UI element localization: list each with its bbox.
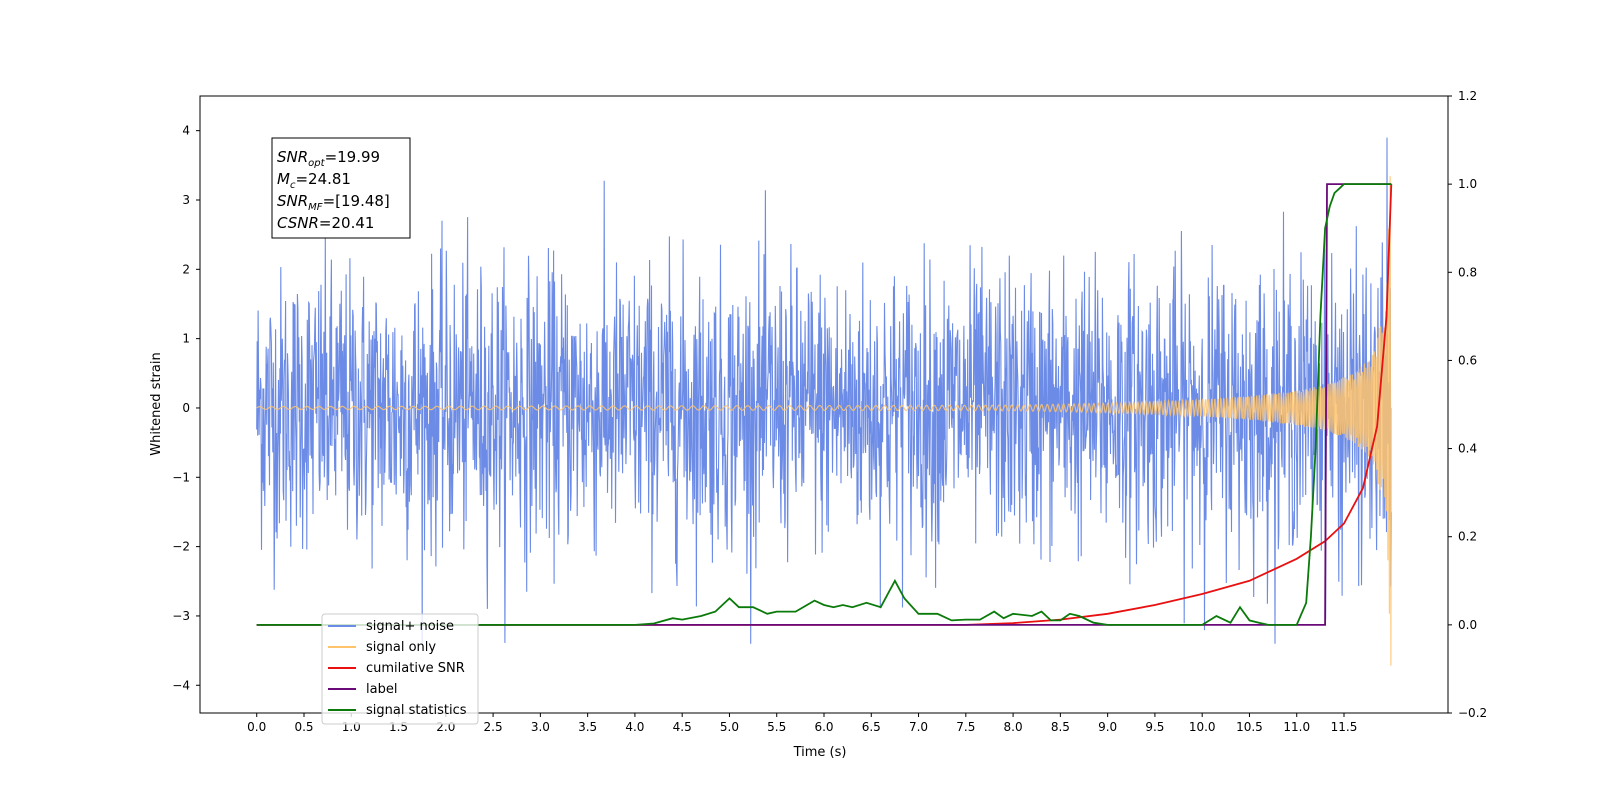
axes: 0.0 0.5 1.0 1.5 2.0 2.5 3.0 3.5 4.0 4.5 5.0 5.5 6.0 6… — [172, 89, 1487, 734]
series-signal-statistics — [256, 183, 1392, 626]
y2-tick-label: 0.8 — [1458, 265, 1477, 279]
x-tick-label: 10.0 — [1189, 720, 1216, 734]
y-tick-label: −2 — [172, 540, 190, 554]
x-tick-label: 7.5 — [956, 720, 975, 734]
y2-tick-label: 0.0 — [1458, 618, 1477, 632]
y2-tick-label: 0.2 — [1458, 530, 1477, 544]
x-tick-label: 9.0 — [1098, 720, 1117, 734]
x-tick-label: 5.5 — [767, 720, 786, 734]
annotation-line: CSNR=20.41 — [277, 214, 374, 232]
annotation-line: SNRopt=19.99 — [277, 148, 380, 169]
series-signal-only — [256, 176, 1392, 666]
x-tick-label: 0.0 — [247, 720, 266, 734]
x-tick-label: 4.5 — [673, 720, 692, 734]
x-tick-label: 0.5 — [294, 720, 313, 734]
x-axis-label: Time (s) — [793, 745, 847, 760]
y-tick-label: −4 — [172, 678, 190, 692]
series-signal-noise — [256, 137, 1392, 644]
legend-label: signal only — [366, 640, 436, 655]
y-tick-label: 1 — [182, 332, 190, 346]
y-tick-label: 3 — [182, 193, 190, 207]
stats-annotation-box: SNRopt=19.99Mc=24.81SNRMF=[19.48]CSNR=20… — [271, 137, 411, 239]
x-tick-label: 6.5 — [862, 720, 881, 734]
x-tick-label: 11.0 — [1283, 720, 1310, 734]
x-tick-label: 3.0 — [531, 720, 550, 734]
y2-tick-label: 0.4 — [1458, 442, 1477, 456]
y2-tick-label: 0.6 — [1458, 353, 1477, 367]
x-tick-label: 7.0 — [909, 720, 928, 734]
annotation-line: SNRMF=[19.48] — [277, 192, 390, 213]
x-tick-label: 8.0 — [1004, 720, 1023, 734]
y-axis-label: Whitened strain — [149, 352, 164, 455]
annotation-line: Mc=24.81 — [277, 170, 351, 191]
x-tick-label: 8.5 — [1051, 720, 1070, 734]
plot-area — [256, 137, 1393, 666]
x-tick-label: 11.5 — [1331, 720, 1358, 734]
x-tick-label: 5.0 — [720, 720, 739, 734]
y-tick-label: −3 — [172, 609, 190, 623]
x-tick-label: 9.5 — [1145, 720, 1164, 734]
legend-label: signal statistics — [366, 703, 467, 718]
legend: signal+ noise signal only cumilative SNR la… — [321, 613, 479, 725]
y-tick-label: 4 — [182, 124, 190, 138]
y-tick-label: 2 — [182, 262, 190, 276]
x-tick-label: 3.5 — [578, 720, 597, 734]
y-tick-label: 0 — [182, 401, 190, 415]
y-tick-label: −1 — [172, 470, 190, 484]
y2-tick-label: −0.2 — [1458, 706, 1487, 720]
x-tick-label: 6.0 — [814, 720, 833, 734]
x-tick-label: 4.0 — [625, 720, 644, 734]
y2-tick-label: 1.2 — [1458, 89, 1477, 103]
series-cumilative-snr — [256, 184, 1393, 626]
y2-tick-label: 1.0 — [1458, 177, 1477, 191]
x-tick-label: 2.5 — [484, 720, 503, 734]
legend-label: label — [366, 682, 397, 697]
legend-label: cumilative SNR — [366, 661, 465, 676]
x-tick-label: 10.5 — [1236, 720, 1263, 734]
legend-label: signal+ noise — [366, 619, 454, 634]
